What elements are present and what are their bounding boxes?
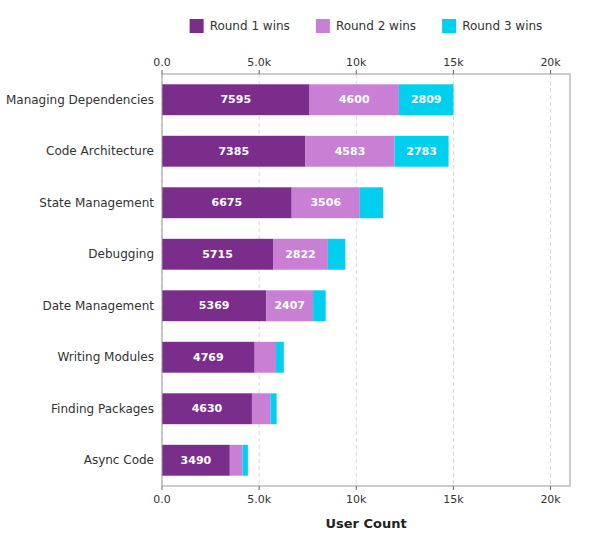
grid-line (453, 74, 454, 486)
tick-mark (259, 70, 260, 74)
data-label: 6675 (212, 196, 243, 209)
tick-label: 5.0k (247, 56, 271, 69)
category-label: Managing Dependencies (6, 93, 154, 107)
legend-swatch (316, 19, 330, 33)
data-label: 3490 (181, 454, 212, 467)
legend-label: Round 1 wins (210, 19, 290, 33)
grid (162, 74, 551, 486)
tick-mark (453, 486, 454, 490)
data-label: 2822 (285, 248, 316, 261)
tick-mark (162, 70, 163, 74)
bar (162, 445, 230, 476)
bar (242, 445, 247, 476)
chart: 7595 7385 6675 5715 5369 4769 4630 3490 4600 4583… (0, 0, 590, 548)
bar (305, 136, 394, 167)
data-label: 2407 (274, 299, 305, 312)
bar (162, 342, 255, 373)
data-label: 2783 (406, 145, 437, 158)
bar (162, 136, 305, 167)
tick-label: 0.0 (153, 493, 171, 506)
plot-frame (162, 74, 570, 486)
tick-label: 20k (540, 56, 561, 69)
legend-item: Round 1 wins (190, 19, 290, 33)
data-label: 4583 (335, 145, 366, 158)
data-label: 2809 (411, 93, 442, 106)
data-label: 7385 (218, 145, 249, 158)
bar (310, 84, 399, 115)
tick-mark (356, 70, 357, 74)
bar (162, 290, 266, 321)
data-label: 4769 (193, 351, 224, 364)
bar (162, 187, 292, 218)
legend-item: Round 3 wins (442, 19, 542, 33)
tick-label: 10k (346, 56, 367, 69)
bar (266, 290, 313, 321)
bar (328, 239, 345, 270)
data-label: 5715 (202, 248, 233, 261)
legend-label: Round 3 wins (462, 19, 542, 33)
tick-label: 10k (346, 493, 367, 506)
data-labels: 7595 7385 6675 5715 5369 4769 4630 3490 4600 4583… (181, 93, 442, 467)
legend-swatch (190, 19, 204, 33)
y-axis: Managing Dependencies Code Architecture St… (6, 93, 154, 468)
x-axis-label: User Count (325, 516, 406, 531)
category-label: Date Management (42, 299, 154, 313)
bar (292, 187, 360, 218)
bar (270, 393, 276, 424)
bar (252, 393, 270, 424)
tick-label: 0.0 (153, 56, 171, 69)
bar (273, 239, 328, 270)
tick-label: 5.0k (247, 493, 271, 506)
tick-mark (550, 486, 551, 490)
bar (255, 342, 276, 373)
category-label: Finding Packages (51, 402, 154, 416)
data-label: 4630 (192, 402, 223, 415)
bar (313, 290, 326, 321)
bar (162, 393, 252, 424)
bar (395, 136, 449, 167)
bar (162, 239, 273, 270)
bars (162, 84, 454, 475)
legend-swatch (442, 19, 456, 33)
data-label: 7595 (220, 93, 251, 106)
category-label: State Management (39, 196, 154, 210)
grid-line (550, 74, 551, 486)
bar (399, 84, 454, 115)
bar (230, 445, 243, 476)
category-label: Code Architecture (46, 144, 154, 158)
legend-label: Round 2 wins (336, 19, 416, 33)
x-axis: 0.0 0.0 5.0k 5.0k 10k 10k 15k 15k 20k 20k (153, 56, 561, 506)
legend-item: Round 2 wins (316, 19, 416, 33)
bar (360, 187, 383, 218)
tick-mark (259, 486, 260, 490)
tick-mark (356, 486, 357, 490)
legend: Round 1 wins Round 2 wins Round 3 wins (190, 19, 543, 33)
bar (162, 84, 310, 115)
tick-mark (453, 70, 454, 74)
bar (276, 342, 284, 373)
data-label: 3506 (310, 196, 341, 209)
category-label: Debugging (88, 247, 154, 261)
tick-label: 15k (443, 56, 464, 69)
tick-label: 20k (540, 493, 561, 506)
tick-mark (550, 70, 551, 74)
data-label: 4600 (339, 93, 370, 106)
category-label: Writing Modules (57, 350, 154, 364)
tick-mark (162, 486, 163, 490)
category-label: Async Code (84, 453, 154, 467)
data-label: 5369 (199, 299, 230, 312)
tick-label: 15k (443, 493, 464, 506)
